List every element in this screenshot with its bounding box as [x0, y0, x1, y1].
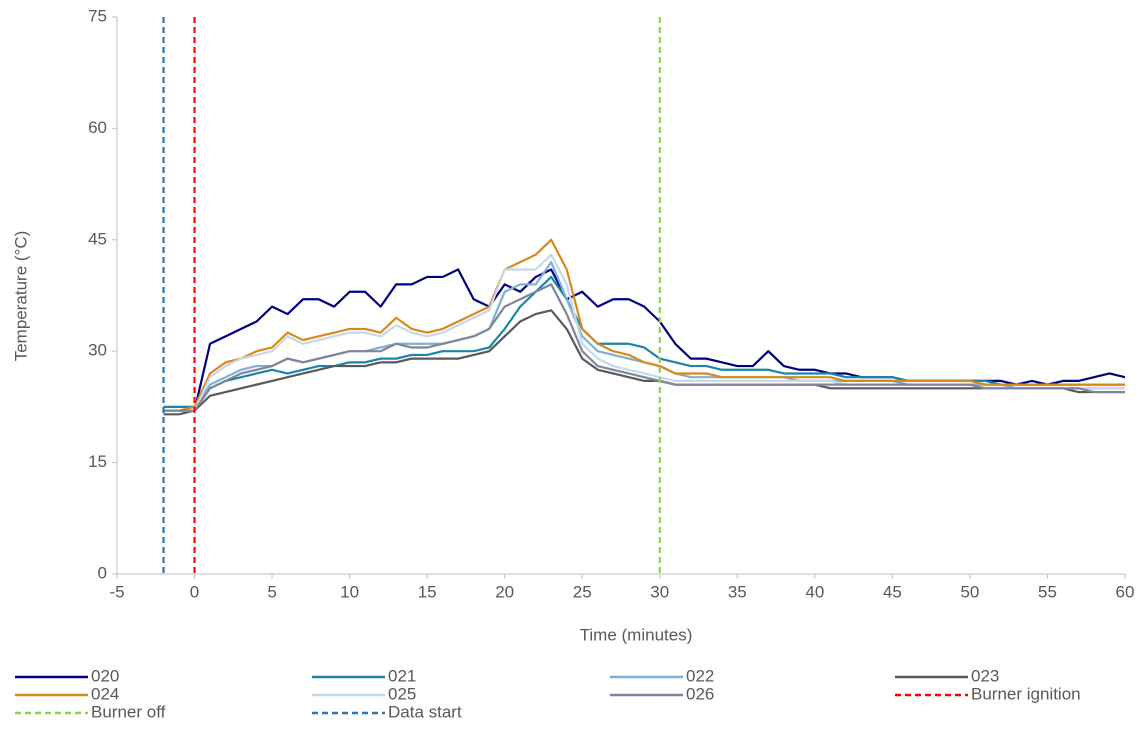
y-tick-label: 15 — [88, 452, 107, 471]
y-tick-label: 0 — [98, 563, 107, 582]
legend-label: 021 — [388, 666, 416, 685]
x-tick-label: 10 — [340, 582, 359, 601]
x-tick-label: 0 — [190, 582, 199, 601]
x-tick-label: 20 — [495, 582, 514, 601]
series-line — [163, 283, 1125, 412]
legend-label: 023 — [971, 666, 999, 685]
legend-label: Burner off — [91, 702, 166, 721]
legend-label: Burner ignition — [971, 684, 1081, 703]
legend-label: 020 — [91, 666, 119, 685]
x-tick-label: 25 — [573, 582, 592, 601]
x-tick-label: 30 — [650, 582, 669, 601]
x-tick-label: -5 — [109, 582, 124, 601]
x-tick-label: 60 — [1116, 582, 1135, 601]
y-tick-label: 60 — [88, 118, 107, 137]
x-tick-label: 15 — [418, 582, 437, 601]
legend-label: 022 — [686, 666, 714, 685]
x-tick-label: 40 — [805, 582, 824, 601]
x-tick-label: 50 — [960, 582, 979, 601]
x-tick-label: 35 — [728, 582, 747, 601]
legend-label: Data start — [388, 702, 462, 721]
x-tick-label: 55 — [1038, 582, 1057, 601]
y-axis-title: Temperature (°C) — [11, 231, 30, 362]
x-axis-title: Time (minutes) — [580, 625, 693, 644]
legend-label: 025 — [388, 684, 416, 703]
y-tick-label: 75 — [88, 6, 107, 25]
y-tick-label: 45 — [88, 229, 107, 248]
series-line — [163, 238, 1125, 412]
legend-label: 026 — [686, 684, 714, 703]
y-tick-label: 30 — [88, 341, 107, 360]
legend-label: 024 — [91, 684, 119, 703]
series-line — [163, 309, 1125, 416]
x-tick-label: 5 — [267, 582, 276, 601]
x-tick-label: 45 — [883, 582, 902, 601]
